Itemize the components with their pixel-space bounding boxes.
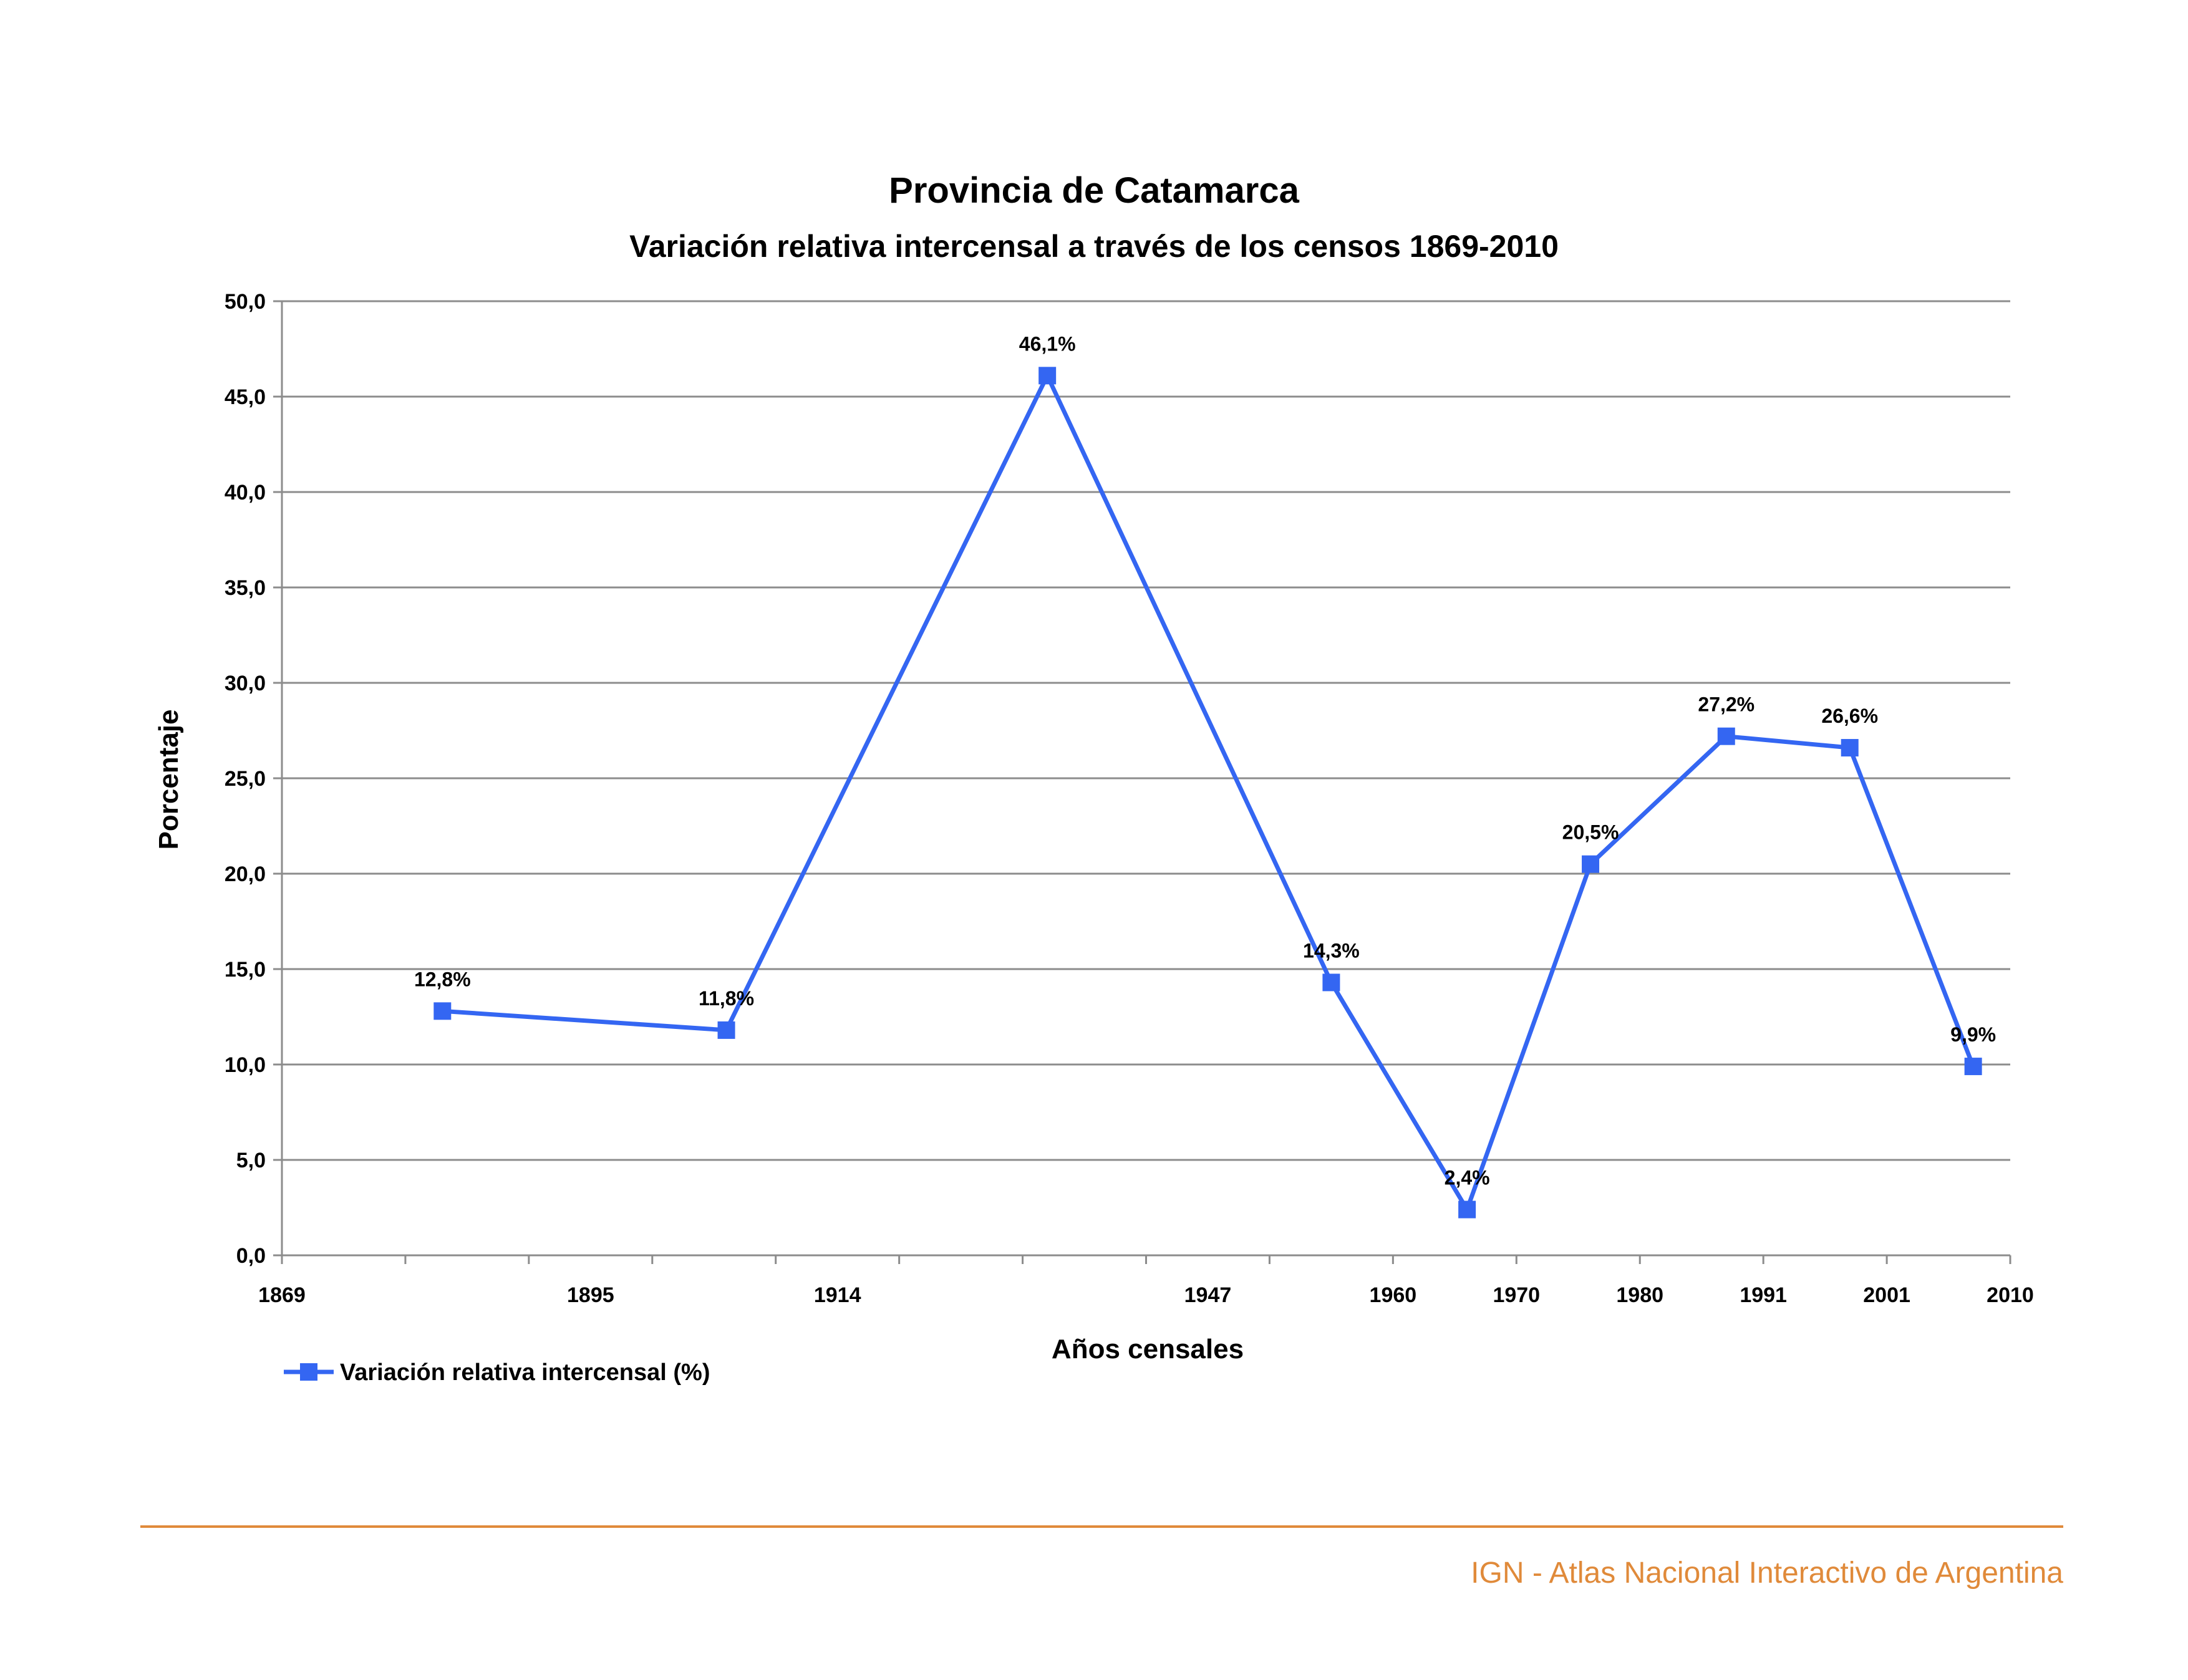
data-label: 26,6%: [1821, 705, 1878, 727]
data-point-marker: [1582, 855, 1600, 873]
legend-marker-icon: [300, 1363, 317, 1381]
legend: Variación relativa intercensal (%): [284, 1359, 710, 1386]
y-tick-label: 40,0: [225, 481, 266, 504]
data-label: 12,8%: [414, 968, 471, 990]
y-axis-title: Porcentaje: [153, 710, 184, 850]
chart-title: Provincia de Catamarca: [889, 170, 1299, 211]
data-label: 27,2%: [1698, 693, 1755, 716]
x-tick-label: 1980: [1616, 1283, 1663, 1307]
axes: 0,0 5,0 10,0 15,0 20,0 25,0 30,0 35,0 40,0 45,0 50…: [225, 290, 2034, 1307]
x-tick-label: 1991: [1740, 1283, 1787, 1307]
data-point-marker: [1458, 1200, 1476, 1219]
y-tick-label: 10,0: [225, 1053, 266, 1077]
y-tick-label: 20,0: [225, 862, 266, 886]
x-tick-label: 1970: [1493, 1283, 1540, 1307]
data-point-marker: [1038, 367, 1057, 385]
gridlines: [282, 300, 2010, 1161]
chart-subtitle: Variación relativa intercensal a través …: [629, 229, 1559, 264]
x-tick-label: 1914: [814, 1283, 861, 1307]
x-tick-label: 2010: [1987, 1283, 2034, 1307]
data-label: 11,8%: [699, 987, 754, 1010]
legend-label: Variación relativa intercensal (%): [340, 1359, 710, 1386]
data-point-marker: [717, 1021, 735, 1039]
data-label: 46,1%: [1019, 332, 1076, 355]
data-point-marker: [1964, 1058, 1982, 1076]
data-label: 2,4%: [1445, 1167, 1490, 1189]
y-tick-label: 50,0: [225, 290, 266, 314]
y-tick-label: 25,0: [225, 767, 266, 791]
footer-text: IGN - Atlas Nacional Interactivo de Arge…: [1471, 1557, 2063, 1590]
data-point-marker: [433, 1002, 452, 1020]
series-layer: [433, 367, 1982, 1219]
series-line: [442, 373, 1975, 1212]
data-point-marker: [1717, 727, 1735, 745]
data-point-marker: [1322, 973, 1340, 992]
x-axis-title: Años censales: [1052, 1334, 1244, 1364]
y-tick-label: 0,0: [236, 1244, 266, 1268]
y-tick-label: 15,0: [225, 958, 266, 982]
data-label: 14,3%: [1303, 939, 1360, 962]
x-tick-label: 2001: [1863, 1283, 1910, 1307]
y-tick-label: 45,0: [225, 385, 266, 409]
data-label: 20,5%: [1562, 821, 1619, 844]
data-label: 9,9%: [1950, 1023, 1996, 1046]
x-tick-label: 1869: [258, 1283, 306, 1307]
y-tick-label: 5,0: [236, 1149, 266, 1172]
y-tick-label: 30,0: [225, 672, 266, 695]
data-point-marker: [1841, 739, 1859, 757]
data-labels: 12,8% 11,8% 46,1% 14,3% 2,4% 20,5% 27,2% 26,6% 9…: [414, 332, 1996, 1189]
y-tick-label: 35,0: [225, 576, 266, 600]
x-tick-label: 1895: [567, 1283, 614, 1307]
x-tick-label: 1960: [1370, 1283, 1417, 1307]
x-tick-label: 1947: [1184, 1283, 1232, 1307]
